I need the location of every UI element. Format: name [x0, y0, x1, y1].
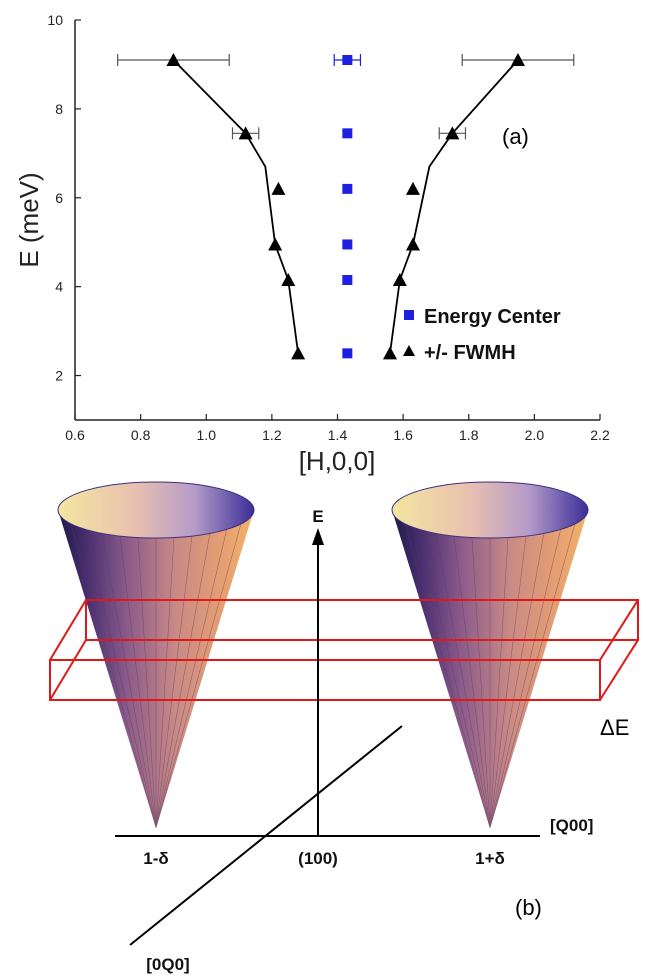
legend-label-energy-center: Energy Center — [424, 306, 561, 328]
y-tick-label: 10 — [47, 12, 63, 28]
energy-chart: 0.6 0.8 1.0 1.2 1.4 1.6 1.8 2.0 2.2 2 4 6 8 10 [H,0,… — [14, 12, 610, 476]
x-tick-label: 1.6 — [393, 427, 413, 443]
x-tick-label: 1.0 — [197, 427, 217, 443]
plot-axes — [75, 20, 600, 420]
fwhm-line — [173, 60, 298, 353]
panel-label-a: (a) — [502, 124, 529, 149]
zeroq0-axis-label: [0Q0] — [146, 955, 189, 974]
delta-e-label: ΔE — [600, 715, 629, 740]
x-tick-label: 2.2 — [590, 427, 610, 443]
energy-center-point — [342, 275, 352, 285]
fwmh-point — [406, 182, 420, 195]
x-tick-label: 1.2 — [262, 427, 282, 443]
legend-swatch-energy-center — [404, 310, 414, 320]
energy-center-point — [342, 128, 352, 138]
cone-diagram: E ΔE [Q00] 1-δ (100) 1+δ [0Q0] (b) — [50, 482, 638, 974]
x-tick-label: 1.4 — [328, 427, 348, 443]
panel-label-b: (b) — [515, 895, 542, 920]
left-cone-label: 1-δ — [143, 849, 168, 868]
legend-label-fwmh: +/- FWMH — [424, 342, 516, 364]
energy-center-point — [342, 348, 352, 358]
x-tick-label: 0.6 — [65, 427, 85, 443]
left-cone-cap — [58, 482, 254, 538]
y-tick-label: 2 — [55, 368, 63, 384]
x-tick-label: 1.8 — [459, 427, 479, 443]
fwmh-point — [291, 346, 305, 359]
energy-center-point — [342, 239, 352, 249]
x-axis-label: [H,0,0] — [299, 446, 376, 476]
right-cone-cap — [392, 482, 588, 538]
y-axis-label: E (meV) — [14, 172, 44, 267]
energy-axis-label: E — [312, 507, 323, 526]
fwmh-point — [393, 273, 407, 286]
x-tick-label: 0.8 — [131, 427, 151, 443]
x-ticks: 0.6 0.8 1.0 1.2 1.4 1.6 1.8 2.0 2.2 — [65, 414, 610, 443]
fwmh-point — [271, 182, 285, 195]
energy-center-point — [342, 55, 352, 65]
y-tick-label: 8 — [55, 101, 63, 117]
fwmh-point — [268, 237, 282, 250]
y-tick-label: 6 — [55, 190, 63, 206]
legend-swatch-fwmh — [403, 345, 415, 356]
right-cone — [392, 482, 588, 828]
q00-axis-label: [Q00] — [550, 816, 593, 835]
legend: Energy Center +/- FWMH — [403, 306, 561, 364]
energy-axis-arrowhead — [312, 528, 324, 545]
y-ticks: 2 4 6 8 10 — [47, 12, 81, 384]
fwmh-point — [406, 237, 420, 250]
left-cone — [58, 482, 254, 828]
fwmh-point — [383, 346, 397, 359]
x-tick-label: 2.0 — [525, 427, 545, 443]
fwmh-point — [281, 273, 295, 286]
energy-center-point — [342, 184, 352, 194]
right-cone-label: 1+δ — [475, 849, 505, 868]
center-label: (100) — [298, 849, 338, 868]
y-tick-label: 4 — [55, 279, 63, 295]
